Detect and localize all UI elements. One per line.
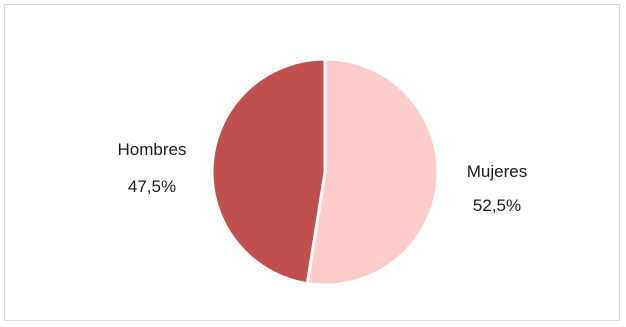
slice-value-mujeres: 52,5% — [473, 196, 521, 215]
slice-label-mujeres: Mujeres — [467, 162, 527, 181]
pie-slices — [210, 57, 440, 287]
slice-value-hombres: 47,5% — [128, 177, 176, 196]
slice-label-hombres: Hombres — [118, 140, 187, 159]
pie-slice-hombres — [210, 57, 327, 286]
pie-slice-mujeres — [305, 57, 440, 287]
